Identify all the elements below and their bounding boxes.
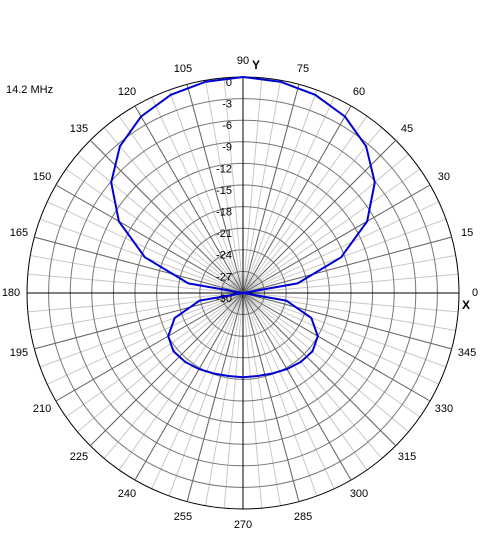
pattern-line bbox=[110, 76, 376, 379]
angle-tick-label: 255 bbox=[174, 511, 192, 523]
angle-tick-label: 330 bbox=[435, 403, 453, 415]
angle-tick-label: 270 bbox=[234, 519, 252, 531]
angle-grid-line bbox=[242, 84, 300, 294]
angle-tick-label: 45 bbox=[401, 123, 413, 135]
angle-tick-label: 30 bbox=[438, 171, 450, 183]
angle-grid-line bbox=[242, 236, 452, 294]
angle-tick-label: 300 bbox=[350, 488, 368, 500]
angle-grid-line bbox=[186, 84, 244, 294]
angle-tick-label: 225 bbox=[70, 451, 88, 463]
r-tick-label: -15 bbox=[216, 185, 232, 197]
r-tick-label: -24 bbox=[216, 250, 232, 262]
y-axis-name: Y bbox=[252, 58, 260, 72]
angle-tick-label: 195 bbox=[10, 347, 28, 359]
angle-tick-label: 285 bbox=[294, 511, 312, 523]
angle-grid-line bbox=[134, 292, 244, 481]
angle-grid-line bbox=[242, 292, 397, 447]
angle-grid-line bbox=[242, 292, 300, 502]
r-tick-label: -3 bbox=[222, 99, 232, 111]
angle-tick-label: 165 bbox=[10, 227, 28, 239]
angle-tick-label: 315 bbox=[398, 451, 416, 463]
frequency-label: 14.2 MHz bbox=[6, 84, 53, 96]
angle-grid-line bbox=[186, 292, 244, 502]
angle-grid-line bbox=[242, 184, 431, 294]
r-tick-label: -27 bbox=[216, 271, 232, 283]
angle-tick-label: 135 bbox=[70, 123, 88, 135]
angle-tick-label: 105 bbox=[174, 63, 192, 75]
angle-grid-line bbox=[242, 292, 352, 481]
angle-tick-label: 345 bbox=[458, 347, 476, 359]
r-tick-label: -21 bbox=[216, 228, 232, 240]
angle-grid-line bbox=[242, 292, 431, 402]
r-tick-label: -18 bbox=[216, 207, 232, 219]
r-tick-label: -6 bbox=[222, 120, 232, 132]
angle-tick-label: 90 bbox=[237, 55, 249, 67]
angle-grid-line bbox=[89, 292, 244, 447]
angle-grid-line bbox=[34, 236, 244, 294]
angle-tick-label: 120 bbox=[118, 86, 136, 98]
x-axis-name: X bbox=[462, 298, 470, 312]
angle-tick-label: 0 bbox=[472, 287, 478, 299]
angle-tick-label: 180 bbox=[2, 287, 20, 299]
angle-tick-label: 210 bbox=[33, 403, 51, 415]
angle-grid-line bbox=[242, 105, 352, 294]
angle-tick-label: 240 bbox=[118, 488, 136, 500]
angle-tick-label: 15 bbox=[461, 227, 473, 239]
grid bbox=[26, 76, 460, 510]
angle-grid-line bbox=[242, 292, 452, 350]
r-tick-label: 0 bbox=[226, 77, 232, 89]
angle-tick-label: 75 bbox=[297, 63, 309, 75]
angle-grid-line bbox=[55, 292, 244, 402]
r-tick-label: -12 bbox=[216, 163, 232, 175]
angle-grid-line bbox=[134, 105, 244, 294]
angle-tick-label: 60 bbox=[353, 86, 365, 98]
r-tick-label: -9 bbox=[222, 142, 232, 154]
angle-grid-line bbox=[55, 184, 244, 294]
angle-tick-label: 150 bbox=[33, 171, 51, 183]
angle-grid-line bbox=[34, 292, 244, 350]
